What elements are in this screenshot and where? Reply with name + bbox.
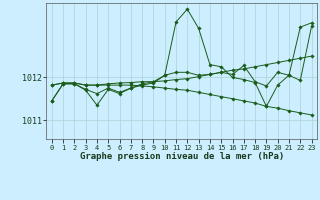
X-axis label: Graphe pression niveau de la mer (hPa): Graphe pression niveau de la mer (hPa) <box>80 152 284 161</box>
